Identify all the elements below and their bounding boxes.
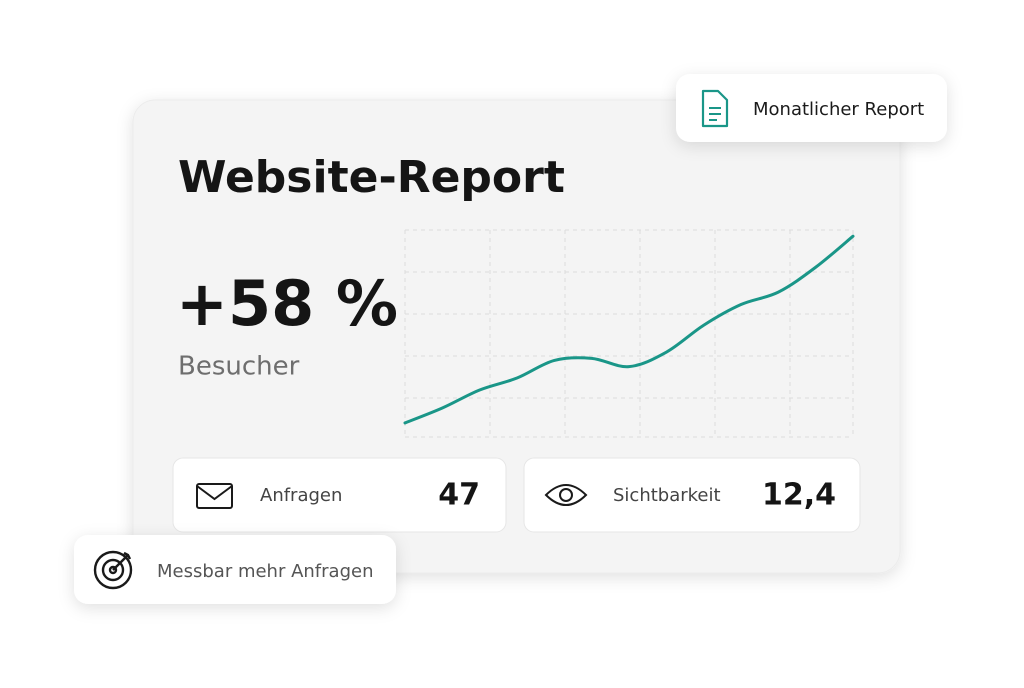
metric-label: Sichtbarkeit bbox=[613, 485, 721, 506]
badge-label: Messbar mehr Anfragen bbox=[157, 561, 373, 582]
card-background bbox=[132, 99, 901, 574]
report-card: Website-Report +58 % Besucher Anfragen 4… bbox=[132, 99, 901, 574]
trend-line bbox=[403, 234, 855, 425]
document-icon bbox=[701, 89, 729, 128]
stat-label: Besucher bbox=[178, 352, 300, 382]
metric-card bbox=[523, 457, 861, 533]
metric-card bbox=[172, 457, 507, 533]
metric-value: 47 bbox=[438, 478, 480, 513]
mail-icon bbox=[196, 483, 233, 509]
badge: Messbar mehr Anfragen bbox=[74, 535, 396, 604]
badge: Monatlicher Report bbox=[676, 74, 947, 142]
metric-value: 12,4 bbox=[762, 478, 836, 513]
eye-icon bbox=[544, 484, 588, 506]
metric-label: Anfragen bbox=[260, 485, 342, 506]
badge-label: Monatlicher Report bbox=[753, 99, 924, 120]
chart-grid bbox=[404, 229, 854, 438]
stat-value: +58 % bbox=[176, 267, 398, 340]
card-title: Website-Report bbox=[178, 152, 565, 203]
target-icon bbox=[93, 550, 133, 590]
